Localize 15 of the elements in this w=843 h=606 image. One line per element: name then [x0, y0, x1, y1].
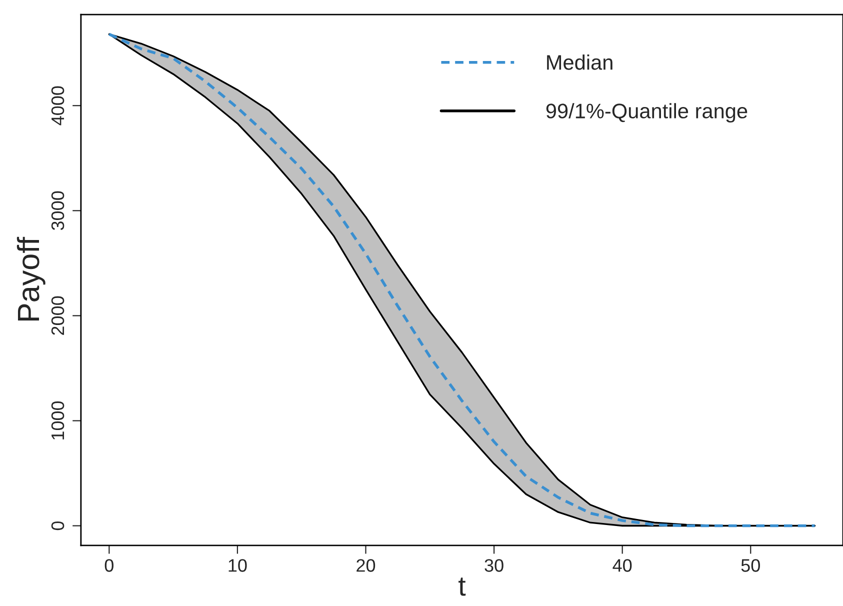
y-axis-title: Payoff: [16, 236, 46, 321]
y-tick-label: 4000: [51, 86, 64, 126]
x-axis-title: t: [458, 578, 466, 596]
x-tick-label: 10: [228, 559, 247, 572]
x-tick-label: 40: [612, 559, 632, 572]
x-tick-label: 50: [741, 559, 760, 572]
x-tick-label: 30: [484, 559, 504, 572]
legend-label: 99/1%-Quantile range: [546, 103, 748, 123]
y-tick-label: 3000: [51, 191, 64, 230]
y-tick-label: 1000: [51, 401, 64, 440]
y-tick-label: 0: [51, 521, 64, 530]
legend-label: Median: [547, 54, 612, 70]
y-tick-label: 2000: [51, 296, 64, 335]
x-tick-label: 0: [104, 559, 114, 572]
x-tick-label: 20: [356, 559, 376, 572]
